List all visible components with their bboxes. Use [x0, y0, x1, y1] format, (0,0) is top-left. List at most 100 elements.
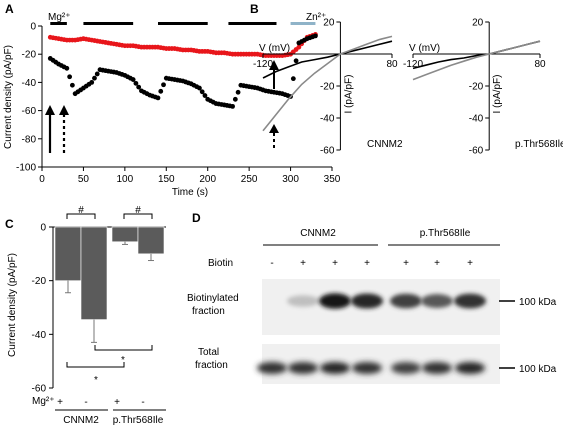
iv-ytick-label: -40 [469, 114, 484, 125]
zn-label: Zn²⁺ [306, 12, 326, 23]
black-data-point [199, 89, 205, 95]
black-data-point [136, 84, 142, 90]
bar [54, 226, 82, 281]
iv-subpanel-name: CNNM2 [367, 139, 403, 150]
panel-a-xlabel: Time (s) [172, 187, 208, 198]
biotin-sign: + [364, 258, 370, 269]
sig-mark-hash-2: # [135, 205, 141, 216]
a-xtick-label: 200 [199, 174, 216, 185]
iv-xtick-label: 80 [386, 59, 398, 70]
mg-application-bar [83, 22, 134, 25]
black-data-point [64, 65, 70, 71]
marker-label-1: 100 kDa [519, 297, 557, 308]
c-ytick-label: -40 [32, 330, 47, 341]
zn-application-bar [290, 22, 316, 25]
a-xtick-label: 100 [117, 174, 134, 185]
iv-xlabel: V (mV) [409, 43, 440, 54]
iv-xlabel: V (mV) [259, 43, 290, 54]
total-band [257, 362, 287, 374]
a-ytick-label: -60 [22, 106, 37, 117]
iv-ytick-label: -40 [320, 114, 335, 125]
biotin-sign: + [300, 258, 306, 269]
bar [137, 226, 165, 255]
a-xtick-label: 250 [241, 174, 258, 185]
a-ytick-label: -100 [16, 163, 36, 174]
a-xtick-label: 300 [282, 174, 299, 185]
iv-ylabel: I (pA/pF) [492, 75, 503, 114]
sig-mark-hash-1: # [78, 205, 84, 216]
iv-subpanel-name: p.Thr568Ile [515, 139, 563, 150]
iv-xtick-label: -120 [253, 59, 273, 70]
bar [80, 226, 108, 320]
sig-mark-star-2: * [94, 375, 98, 386]
mg-sign: + [114, 397, 120, 408]
red-data-point [296, 44, 302, 50]
a-xtick-label: 150 [158, 174, 175, 185]
mg-label: Mg²⁺ [48, 12, 71, 23]
b-dotted-arrow-marker [269, 124, 279, 148]
group-label-mutant: p.Thr568Ile [113, 415, 164, 426]
mg-application-bar [228, 22, 277, 25]
mg-sign: - [84, 397, 87, 408]
sig-bracket-mutant: # [123, 205, 153, 219]
c-ytick-label: -20 [32, 276, 47, 287]
marker-label-2: 100 kDa [519, 364, 557, 375]
bar [111, 226, 139, 243]
total-band [352, 362, 382, 374]
a-ytick-label: -20 [22, 50, 37, 61]
panel-b-chart: 20 -20 -40 -60 -120 80 V (mV) I (pA/pF) CNNM2 20… [253, 18, 563, 157]
iv-trace-gray [412, 40, 541, 81]
black-data-point [155, 95, 161, 101]
iv-trace-black [262, 40, 393, 79]
biotinylated-band [319, 293, 351, 309]
biotinylated-band [421, 294, 453, 308]
biotin-sign: + [434, 258, 440, 269]
blot-group-mutant: p.Thr568Ile [420, 228, 471, 239]
a-ytick-label: -80 [22, 134, 37, 145]
biotin-sign: + [467, 258, 473, 269]
black-data-point [202, 93, 208, 98]
iv-ylabel: I (pA/pF) [343, 75, 354, 114]
a-xtick-label: 0 [39, 174, 45, 185]
iv-ytick-label: -60 [320, 146, 335, 157]
black-data-point [235, 89, 241, 95]
iv-trace-gray [262, 35, 393, 132]
biotinylated-band [287, 295, 319, 307]
panel-c-ylabel: Current density (pA/pF) [7, 253, 18, 357]
iv-subpanel-cnnm2: 20 -20 -40 -60 -120 80 V (mV) I (pA/pF) CNNM2 [253, 18, 403, 157]
biotin-sign: + [332, 258, 338, 269]
iv-ytick-label: 20 [323, 18, 335, 29]
iv-xtick-label: 80 [534, 59, 546, 70]
black-data-point [94, 71, 100, 77]
total-band [455, 362, 485, 374]
biotin-row-label: Biotin [208, 258, 233, 269]
black-data-point [197, 85, 202, 91]
biotin-sign: + [403, 258, 409, 269]
panel-label-d: D [192, 211, 201, 225]
panel-label-c: C [5, 217, 14, 231]
black-data-point [67, 74, 73, 80]
dotted-arrow-marker [59, 105, 69, 153]
total-fraction-label: Total fraction [195, 347, 228, 371]
black-data-point [313, 33, 318, 39]
sig-bracket-minus: * [94, 345, 153, 366]
iv-ytick-label: -60 [469, 146, 484, 157]
mg-sign: - [141, 397, 144, 408]
black-data-point [161, 82, 166, 88]
mg-application-bar [50, 22, 67, 25]
solid-arrow-marker [45, 105, 55, 153]
panel-label-a: A [5, 2, 14, 16]
black-data-point [293, 58, 299, 64]
biotinylated-band [454, 293, 486, 309]
iv-subpanel-mutant: 20 -20 -40 -60 -120 80 V (mV) I (pA/pF) p.Thr568… [403, 18, 563, 157]
total-band [320, 362, 350, 374]
iv-ytick-label: -20 [469, 82, 484, 93]
mg-row-label: Mg²⁺ [32, 396, 55, 407]
group-label-cnnm2: CNNM2 [63, 415, 99, 426]
total-band [288, 362, 318, 374]
biotinylated-fraction-label: Biotinylated fraction [187, 293, 239, 317]
total-band [422, 362, 452, 374]
panel-label-b: B [250, 2, 259, 16]
black-data-point [230, 103, 235, 109]
iv-xtick-label: -120 [403, 59, 423, 70]
